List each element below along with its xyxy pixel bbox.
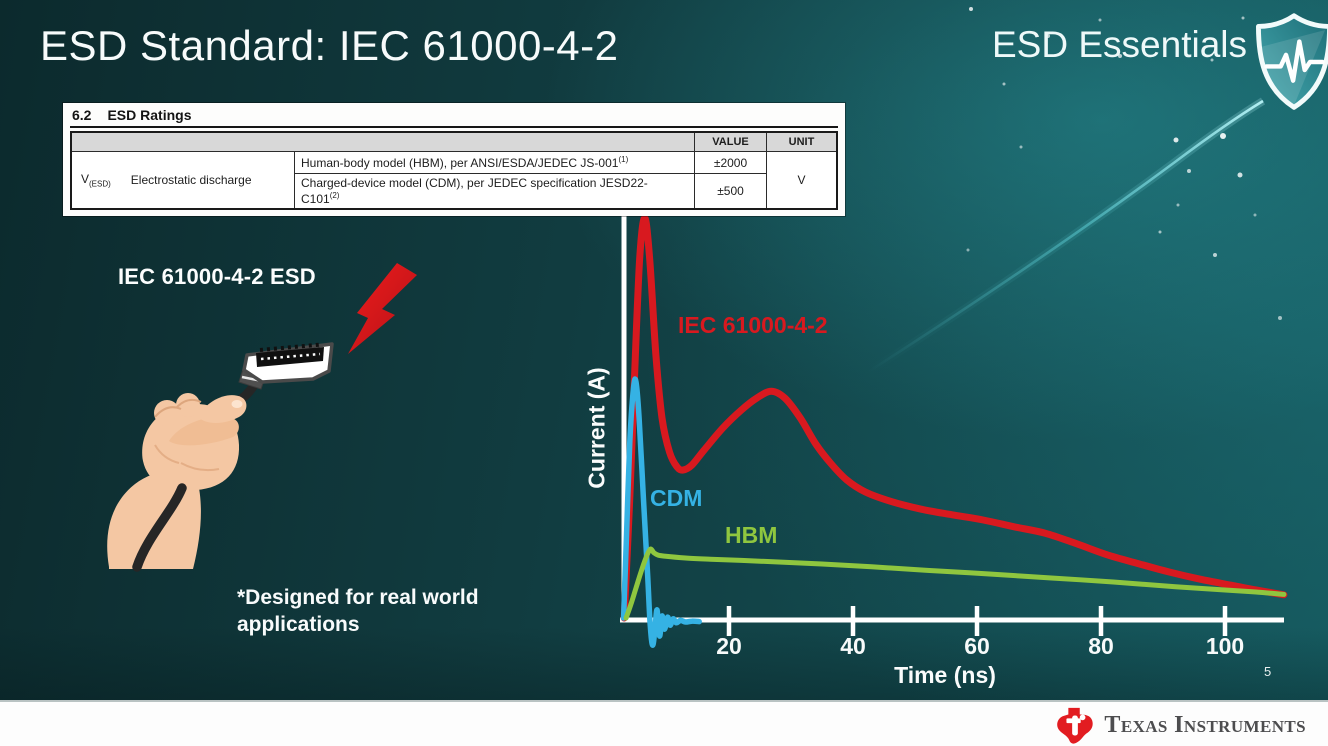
- illustration-label: IEC 61000-4-2 ESD: [118, 264, 316, 289]
- series-label-cdm: CDM: [650, 485, 703, 511]
- cable-lower: [132, 483, 187, 572]
- unit-value: V: [766, 152, 836, 208]
- x-axis-label: Time (ns): [894, 662, 996, 688]
- esd-shield-icon: [1256, 13, 1328, 110]
- series-label-iec: IEC 61000-4-2: [678, 312, 828, 338]
- header-value: VALUE: [694, 133, 766, 152]
- x-tick-label-40: 40: [840, 633, 866, 659]
- header-empty-cell: [72, 133, 694, 152]
- cdm-value: ±500: [694, 174, 766, 208]
- param-name: Electrostatic discharge: [130, 173, 252, 187]
- esd-ratings-table: VALUE UNIT V(ESD) Electrostatic discharg…: [70, 131, 838, 210]
- y-axis-label: Current (A): [583, 367, 610, 489]
- x-tick-label-20: 20: [716, 633, 742, 659]
- table-row-hbm: Human-body model (HBM), per ANSI/ESDA/JE…: [294, 152, 694, 174]
- table-section-heading: 6.2 ESD Ratings: [70, 107, 838, 128]
- ti-bug-icon: [1057, 707, 1094, 744]
- header-unit: UNIT: [766, 133, 836, 152]
- hand-connector-illustration: [107, 263, 417, 572]
- datasheet-snippet: 6.2 ESD Ratings VALUE UNIT V(ESD) Electr…: [63, 103, 845, 216]
- param-symbol: V(ESD): [81, 171, 111, 189]
- fingernail: [231, 400, 243, 408]
- param-cell: V(ESD) Electrostatic discharge: [72, 152, 294, 208]
- ti-logo: Texas Instruments: [1056, 706, 1306, 744]
- page-number: 5: [1264, 664, 1272, 679]
- section-number: 6.2: [72, 107, 92, 123]
- light-streak: [865, 97, 1266, 376]
- hand-illustration: [107, 393, 247, 569]
- design-footnote: *Designed for real world applications: [237, 586, 479, 637]
- x-tick-label-80: 80: [1088, 633, 1114, 659]
- section-title: ESD Ratings: [107, 107, 192, 123]
- x-tick-label-60: 60: [964, 633, 990, 659]
- hdmi-connector-icon: [242, 342, 334, 384]
- page-title: ESD Standard: IEC 61000-4-2: [40, 22, 619, 69]
- x-tick-label-100: 100: [1205, 633, 1245, 659]
- heartbeat-pulse-icon: [1264, 39, 1325, 83]
- series-label-hbm: HBM: [725, 522, 778, 548]
- table-row-cdm: Charged-device model (CDM), per JEDEC sp…: [294, 174, 694, 208]
- footer-bar: Texas Instruments: [0, 700, 1328, 746]
- lightning-bolt-icon: [348, 263, 417, 354]
- brand-title: ESD Essentials: [992, 24, 1247, 65]
- ti-wordmark: Texas Instruments: [1104, 711, 1306, 738]
- hbm-value: ±2000: [694, 152, 766, 174]
